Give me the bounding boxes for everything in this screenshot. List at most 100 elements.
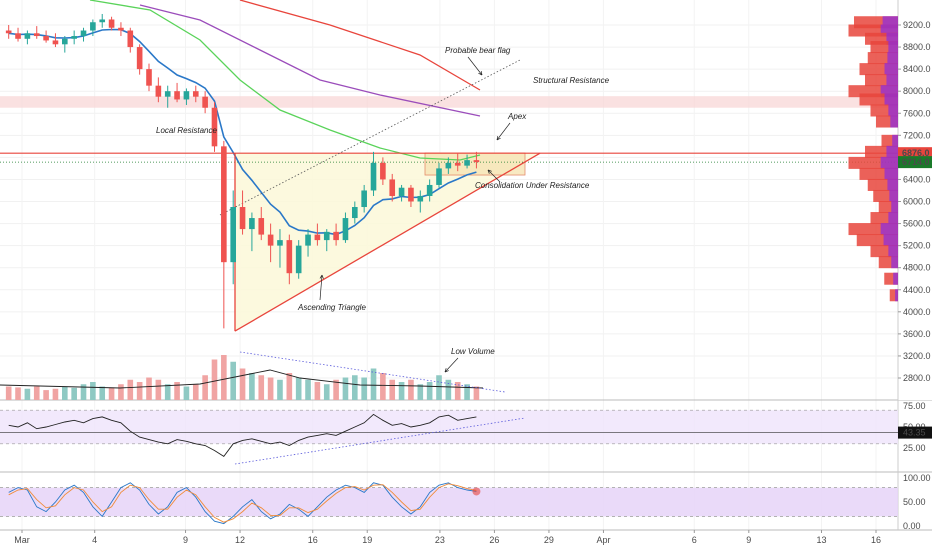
- price-tick-label: 5600.0: [903, 219, 931, 229]
- candle-body: [314, 234, 321, 241]
- candle-body: [473, 160, 480, 163]
- volume-bar: [146, 377, 152, 400]
- arrow-bear-flag-head: [478, 71, 483, 76]
- volume-profile-value-area: [880, 156, 898, 169]
- candle-body: [323, 231, 330, 241]
- candle-body: [33, 33, 40, 37]
- volume-bar: [136, 382, 143, 400]
- volume-bar: [192, 384, 199, 400]
- price-tick-label: 7200.0: [903, 130, 931, 140]
- volume-profile-value-area: [893, 272, 898, 285]
- candle-body: [164, 91, 171, 97]
- rsi-value-tag: [898, 426, 932, 439]
- time-tick-label: 4: [92, 535, 97, 545]
- volume-profile-value-area: [886, 145, 898, 158]
- volume-bar: [249, 373, 255, 400]
- time-tick-label: 16: [871, 535, 881, 545]
- volume-bar: [5, 386, 12, 400]
- candle-body: [108, 19, 115, 28]
- stoch-k-line: [8, 482, 477, 525]
- price-axis-background: [898, 0, 932, 400]
- volume-bar: [202, 375, 208, 400]
- volume-profile-value-area: [891, 201, 898, 214]
- candle-body: [211, 107, 218, 147]
- volume-bar: [295, 377, 302, 400]
- candle-body: [398, 187, 405, 196]
- rsi-tick-label: 25.00: [903, 443, 926, 453]
- stoch-pane[interactable]: 100.00 50.00 0.00: [0, 473, 931, 531]
- structural-resistance-zone: [0, 96, 898, 108]
- annotations: Probable bear flag Structural Resistance A…: [156, 46, 610, 373]
- volume-bar: [398, 382, 405, 400]
- bear-flag-line: [219, 59, 521, 216]
- candle-body: [445, 162, 452, 169]
- candle-body: [99, 19, 106, 23]
- rsi-tick-label: 75.00: [903, 401, 926, 411]
- volume-bar: [164, 384, 171, 400]
- candle-body: [352, 207, 358, 219]
- annotation-local-resistance: Local Resistance: [156, 126, 217, 135]
- arrow-apex-head: [496, 136, 501, 141]
- volume-bar: [155, 379, 162, 400]
- stoch-tick-label: 50.00: [903, 497, 926, 507]
- candle-body: [249, 218, 255, 230]
- volume-bar: [118, 384, 124, 400]
- volume-ma-line: [0, 369, 484, 389]
- candle-body: [464, 160, 470, 166]
- ma-200-line: [239, 0, 481, 91]
- time-tick-label: 19: [362, 535, 372, 545]
- price-tick-label: 8400.0: [903, 64, 931, 74]
- volume-bar: [342, 377, 349, 400]
- time-tick-label: 9: [183, 535, 188, 545]
- volume-profile-value-area: [888, 212, 898, 225]
- annotation-low-volume: Low Volume: [451, 347, 495, 356]
- price-tick-label: 3600.0: [903, 329, 931, 339]
- volume-bar: [277, 379, 283, 400]
- price-tick-label: 6400.0: [903, 174, 931, 184]
- stoch-tick-label: 100.00: [903, 473, 931, 483]
- volume-bar: [15, 387, 21, 400]
- volume-bar: [230, 361, 237, 400]
- volume-bar: [267, 377, 274, 400]
- arrow-low-volume: [444, 357, 459, 373]
- candle-body: [202, 96, 208, 108]
- volume-profile-bar: [889, 289, 898, 302]
- volume-bar: [445, 379, 452, 400]
- price-tick-label: 8000.0: [903, 86, 931, 96]
- time-tick-label: 29: [544, 535, 554, 545]
- price-axis[interactable]: 9200.08800.08400.08000.07600.07200.06800…: [848, 0, 932, 530]
- volume-bar: [183, 386, 190, 400]
- price-tick-label: 4800.0: [903, 263, 931, 273]
- candle-body: [389, 179, 396, 196]
- last-price-tag: [898, 156, 932, 169]
- volume-bar: [258, 375, 265, 400]
- volume-bar: [211, 359, 218, 400]
- annotation-structural-resistance: Structural Resistance: [533, 76, 610, 85]
- candle-body: [277, 240, 283, 246]
- volume-profile-value-area: [887, 52, 898, 65]
- stoch-d-line: [8, 483, 477, 523]
- volume-bar: [454, 382, 461, 400]
- volume-profile-value-area: [886, 32, 898, 45]
- candle-body: [380, 162, 386, 180]
- candle-body: [5, 30, 12, 34]
- candle-body: [342, 218, 349, 241]
- time-tick-label: Mar: [14, 535, 30, 545]
- time-axis[interactable]: Mar 4 9 12 16 19 23 26 29 Apr 6 9 13 16: [14, 530, 881, 545]
- price-tick-label: 7600.0: [903, 108, 931, 118]
- annotation-probable-bear-flag: Probable bear flag: [445, 46, 511, 55]
- volume-bar: [127, 379, 134, 400]
- annotation-consolidation: Consolidation Under Resistance: [475, 181, 590, 190]
- volume-profile-value-area: [895, 289, 898, 302]
- volume-bar: [33, 386, 40, 400]
- time-tick-label: 23: [435, 535, 445, 545]
- price-tick-label: 8800.0: [903, 42, 931, 52]
- volume-bar: [221, 355, 227, 400]
- volume-bar: [473, 386, 480, 400]
- ma-100-line: [139, 4, 481, 117]
- last-price-label: 6714.0: [902, 157, 930, 167]
- candle-body: [426, 184, 433, 196]
- volume-bar: [314, 382, 321, 400]
- volume-bar: [174, 382, 180, 400]
